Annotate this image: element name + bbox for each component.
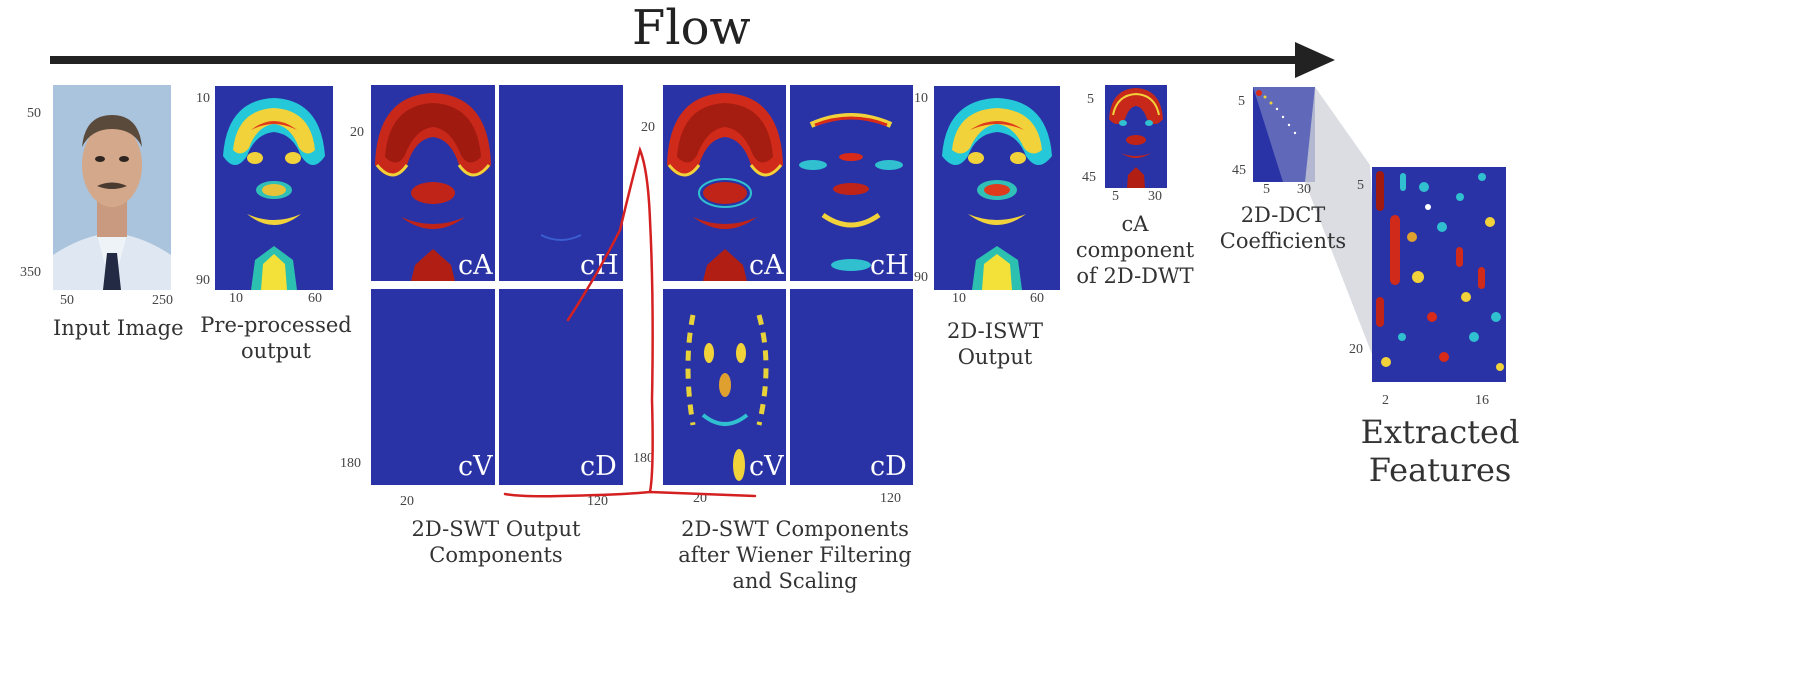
dct-x-tick-right: 30 bbox=[1297, 182, 1311, 197]
swt-grid bbox=[371, 85, 623, 485]
swt-label-ca: cA bbox=[458, 250, 493, 281]
dwt-caption-line-1: cA bbox=[1121, 212, 1149, 236]
input-image bbox=[53, 85, 171, 290]
preprocessed-caption-line-1: Pre-processed bbox=[200, 313, 352, 337]
swt-caption-line-1: 2D-SWT Output bbox=[411, 517, 581, 541]
filtered-label-ch: cH bbox=[870, 250, 909, 281]
filtered-caption: 2D-SWT Components after Wiener Filtering… bbox=[670, 516, 920, 594]
dct-y-tick-top: 5 bbox=[1238, 94, 1245, 109]
input-caption: Input Image bbox=[53, 316, 184, 340]
input-y-tick-top: 50 bbox=[27, 106, 41, 121]
features-caption: Extracted Features bbox=[1355, 413, 1525, 489]
filtered-y-tick-top: 20 bbox=[641, 120, 655, 135]
dwt-y-tick-top: 5 bbox=[1087, 92, 1094, 107]
swt-y-tick-bottom: 180 bbox=[340, 456, 361, 471]
input-x-tick-left: 50 bbox=[60, 293, 74, 308]
filtered-y-tick-bottom: 180 bbox=[633, 451, 654, 466]
features-x-tick-right: 16 bbox=[1475, 393, 1489, 408]
dwt-x-tick-left: 5 bbox=[1112, 189, 1119, 204]
iswt-caption-line-1: 2D-ISWT bbox=[947, 319, 1043, 343]
preprocessed-heatmap bbox=[215, 86, 333, 290]
dct-x-tick-left: 5 bbox=[1263, 182, 1270, 197]
features-y-tick-bottom: 20 bbox=[1349, 342, 1363, 357]
dwt-caption-line-3: of 2D-DWT bbox=[1076, 264, 1194, 288]
flow-arrow bbox=[50, 42, 1335, 78]
filtered-grid bbox=[663, 85, 913, 485]
iswt-x-tick-left: 10 bbox=[952, 291, 966, 306]
iswt-y-tick-bottom: 90 bbox=[914, 270, 928, 285]
features-caption-line-2: Features bbox=[1368, 451, 1512, 489]
iswt-heatmap bbox=[934, 86, 1060, 290]
filtered-x-tick-left: 20 bbox=[693, 491, 707, 506]
preprocessed-caption: Pre-processed output bbox=[196, 312, 356, 364]
swt-caption: 2D-SWT Output Components bbox=[396, 516, 596, 568]
features-x-tick-left: 2 bbox=[1382, 393, 1389, 408]
features-caption-line-1: Extracted bbox=[1360, 413, 1520, 451]
filtered-label-cv: cV bbox=[749, 451, 784, 482]
dct-caption-line-2: Coefficients bbox=[1219, 229, 1347, 253]
swt-label-cv: cV bbox=[458, 451, 493, 482]
dwt-x-tick-right: 30 bbox=[1148, 189, 1162, 204]
filtered-x-tick-right: 120 bbox=[880, 491, 901, 506]
dwt-y-tick-bottom: 45 bbox=[1082, 170, 1096, 185]
flow-title: Flow bbox=[632, 0, 751, 56]
preprocessed-caption-line-2: output bbox=[240, 339, 311, 363]
dct-caption-line-1: 2D-DCT bbox=[1240, 203, 1326, 227]
preprocessed-y-tick-top: 10 bbox=[196, 91, 210, 106]
filtered-caption-line-1: 2D-SWT Components bbox=[681, 517, 909, 541]
swt-x-tick-left: 20 bbox=[400, 494, 414, 509]
dct-y-tick-bottom: 45 bbox=[1232, 163, 1246, 178]
swt-label-cd: cD bbox=[580, 451, 617, 482]
preprocessed-y-tick-bottom: 90 bbox=[196, 273, 210, 288]
dct-caption: 2D-DCT Coefficients bbox=[1218, 202, 1348, 254]
iswt-caption-line-2: Output bbox=[957, 345, 1033, 369]
input-x-tick-right: 250 bbox=[152, 293, 173, 308]
features-heatmap bbox=[1372, 167, 1506, 382]
dct-zoom-wedge bbox=[1305, 87, 1382, 380]
filtered-label-ca: cA bbox=[749, 250, 784, 281]
dct-heatmap bbox=[1253, 87, 1315, 182]
preprocessed-x-tick-right: 60 bbox=[308, 291, 322, 306]
filtered-caption-line-2: after Wiener Filtering bbox=[678, 543, 912, 567]
swt-caption-line-2: Components bbox=[429, 543, 563, 567]
iswt-x-tick-right: 60 bbox=[1030, 291, 1044, 306]
filtered-caption-line-3: and Scaling bbox=[732, 569, 858, 593]
input-y-tick-bottom: 350 bbox=[20, 265, 41, 280]
dwt-heatmap bbox=[1105, 85, 1167, 188]
iswt-caption: 2D-ISWT Output bbox=[920, 318, 1070, 370]
dwt-caption: cA component of 2D-DWT bbox=[1070, 211, 1200, 289]
swt-label-ch: cH bbox=[580, 250, 619, 281]
swt-y-tick-top: 20 bbox=[350, 125, 364, 140]
features-y-tick-top: 5 bbox=[1357, 178, 1364, 193]
dwt-caption-line-2: component bbox=[1075, 238, 1195, 262]
filtered-label-cd: cD bbox=[870, 451, 907, 482]
preprocessed-x-tick-left: 10 bbox=[229, 291, 243, 306]
swt-x-tick-right: 120 bbox=[587, 494, 608, 509]
iswt-y-tick-top: 10 bbox=[914, 91, 928, 106]
